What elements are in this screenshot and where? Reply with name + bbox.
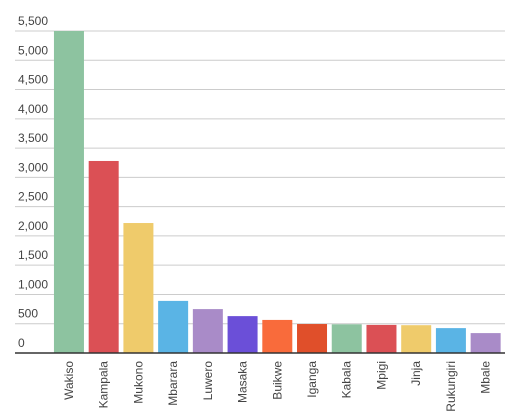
y-tick-label: 500 [18, 307, 38, 321]
y-tick-label: 4,000 [18, 102, 48, 116]
x-tick-label: Mbale [479, 361, 493, 394]
x-tick-label: Wakiso [62, 361, 76, 400]
y-tick-label: 2,000 [18, 219, 48, 233]
y-tick-label: 2,500 [18, 190, 48, 204]
bar [53, 31, 84, 353]
bar [331, 324, 362, 353]
y-tick-label: 4,500 [18, 73, 48, 87]
x-tick-label: Masaka [236, 361, 250, 403]
bar [435, 328, 466, 353]
x-tick-label: Mukono [131, 361, 145, 404]
x-tick-label: Buikwe [270, 361, 284, 400]
y-tick-label: 5,000 [18, 43, 48, 57]
y-tick-label: 3,500 [18, 131, 48, 145]
x-tick-label: Mbarara [166, 361, 180, 406]
y-tick-label: 3,000 [18, 160, 48, 174]
bar [158, 300, 189, 353]
x-tick-label: Jinja [409, 361, 423, 386]
bar [297, 324, 328, 353]
bar [262, 319, 293, 353]
bar [470, 333, 501, 353]
y-tick-label: 1,000 [18, 277, 48, 291]
x-tick-label: Rukungiri [444, 361, 458, 412]
x-tick-label: Mpigi [374, 361, 388, 390]
x-tick-label: Kampala [97, 361, 111, 409]
bar [123, 223, 154, 353]
y-tick-label: 1,500 [18, 248, 48, 262]
bar [401, 325, 432, 353]
bar [192, 309, 223, 353]
y-tick-label: 5,500 [18, 14, 48, 28]
bar [88, 160, 119, 353]
bar [366, 324, 397, 353]
y-tick-label: 0 [18, 336, 25, 350]
x-tick-label: Luwero [201, 361, 215, 401]
x-tick-label: Iganga [305, 361, 319, 398]
x-tick-label: Kabala [340, 361, 354, 399]
bar [227, 316, 258, 353]
